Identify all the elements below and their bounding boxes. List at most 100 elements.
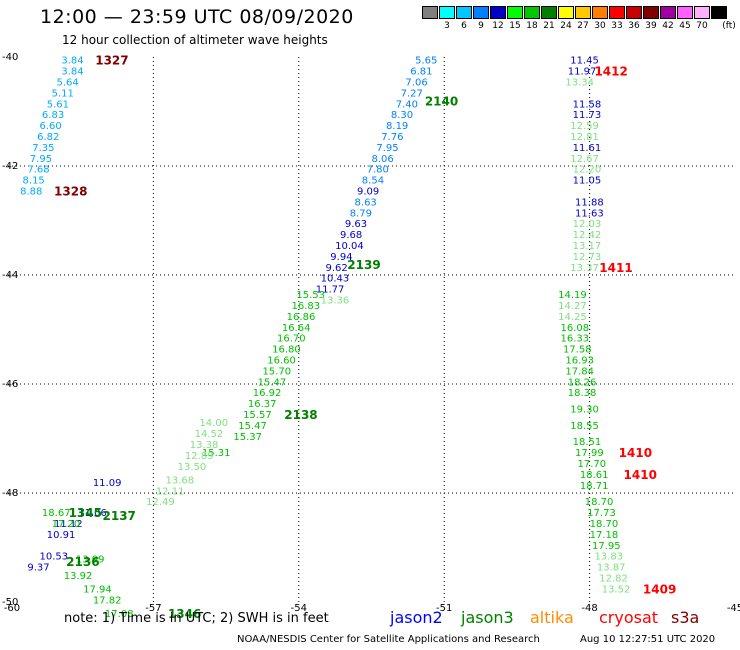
wave-height-label: 12.59 [570, 121, 599, 132]
wave-height-label: 7.68 [27, 165, 49, 176]
legend-label: 30 [594, 21, 606, 31]
wave-height-label: 8.19 [386, 121, 408, 132]
legend-label: 6 [461, 21, 467, 31]
legend-label: 24 [560, 21, 572, 31]
wave-height-label: 12.73 [573, 252, 602, 263]
wave-height-label: 9.63 [345, 219, 367, 230]
wave-height-label: 8.79 [350, 208, 372, 219]
wave-height-label: 16.92 [253, 388, 282, 399]
wave-height-label: 13.50 [178, 462, 207, 473]
wave-height-label: 12.81 [570, 132, 599, 143]
legend-swatch [626, 6, 642, 19]
wave-height-label: 10.91 [47, 530, 76, 541]
satellite-jason3: jason3 [461, 608, 514, 627]
wave-height-label: 18.70 [590, 519, 619, 530]
wave-height-label: 18.70 [585, 497, 614, 508]
wave-height-label: 11.06 [78, 508, 107, 519]
wave-height-label: 15.37 [233, 432, 262, 443]
wave-height-label: 16.08 [561, 323, 590, 334]
wave-height-label: 3.84 [61, 56, 83, 67]
generated-timestamp: Aug 10 12:27:51 UTC 2020 [580, 634, 716, 645]
wave-height-label: 13.92 [64, 571, 93, 582]
wave-height-label: 18.61 [580, 470, 609, 481]
wave-height-label: 12.11 [156, 486, 185, 497]
wave-height-label: 7.06 [405, 78, 427, 89]
wave-height-label: 13.87 [597, 563, 626, 574]
wave-height-label: 12.89 [185, 451, 214, 462]
wave-height-label: 8.30 [391, 110, 413, 121]
wave-height-label: 17.95 [592, 541, 621, 552]
lon-tick-label: -60 [4, 603, 20, 614]
wave-height-label: 16.37 [248, 399, 277, 410]
wave-height-label: 17.94 [83, 584, 112, 595]
pass-time-label: 1410 [624, 468, 657, 482]
wave-height-label: 9.37 [27, 563, 49, 574]
wave-height-label: 11.45 [570, 56, 599, 67]
wave-height-label: 14.27 [558, 301, 587, 312]
wave-height-label: 6.82 [37, 132, 59, 143]
wave-height-label: 18.26 [568, 377, 597, 388]
legend-swatch [439, 6, 455, 19]
pass-time-label: 2139 [347, 258, 380, 272]
wave-height-label: 9.94 [330, 252, 352, 263]
wave-height-label: 15.47 [258, 377, 287, 388]
pass-time-label: 1409 [643, 582, 676, 596]
wave-height-label: 11.05 [573, 176, 602, 187]
legend-label: 15 [509, 21, 521, 31]
wave-height-label: 8.54 [362, 176, 384, 187]
satellite-s3a: s3a [671, 608, 700, 627]
wave-height-label: 16.86 [287, 312, 316, 323]
pass-time-label: 1327 [95, 54, 128, 68]
wave-height-label: 12.42 [573, 230, 602, 241]
wave-height-label: 12.20 [573, 165, 602, 176]
wave-height-label: 13.99 [76, 554, 105, 565]
wave-height-label: 18.71 [580, 481, 609, 492]
pass-time-label: 2138 [284, 408, 317, 422]
wave-height-label: 18.55 [570, 421, 599, 432]
legend-swatch [694, 6, 710, 19]
wave-height-label: 17.20 [52, 519, 81, 530]
wave-height-label: 10.53 [40, 552, 69, 563]
lat-tick-label: -40 [2, 52, 18, 63]
wave-height-label: 14.25 [558, 312, 587, 323]
wave-height-labels: 3.843.845.645.115.616.836.606.827.357.95… [20, 56, 630, 620]
satellite-jason2: jason2 [390, 608, 443, 627]
wave-height-label: 12.49 [146, 497, 175, 508]
legend-swatch [677, 6, 693, 19]
wave-height-label: 16.93 [565, 355, 594, 366]
legend-swatch [609, 6, 625, 19]
lat-tick-label: -48 [2, 488, 18, 499]
pass-time-label: 1345 [69, 506, 102, 520]
wave-height-label: 7.95 [376, 143, 398, 154]
legend-swatch [507, 6, 523, 19]
legend-label: 21 [543, 21, 555, 31]
pass-time-label: 2137 [103, 509, 136, 523]
wave-height-label: 11.58 [573, 99, 602, 110]
wave-height-label: 16.64 [282, 323, 311, 334]
wave-height-label: 8.63 [355, 197, 377, 208]
wave-height-label: 5.64 [56, 78, 78, 89]
wave-height-label: 9.09 [357, 187, 379, 198]
wave-height-label: 16.83 [292, 301, 321, 312]
wave-height-label: 11.97 [568, 67, 597, 78]
wave-height-label: 16.70 [277, 334, 306, 345]
pass-time-label: 1410 [619, 446, 652, 460]
wave-height-label: 10.04 [335, 241, 364, 252]
wave-height-label: 17.08 [105, 609, 134, 620]
wave-height-label: 5.65 [415, 56, 437, 67]
wave-height-label: 14.52 [195, 429, 224, 440]
map-subtitle: 12 hour collection of altimeter wave hei… [62, 33, 328, 47]
wave-height-label: 8.15 [23, 176, 45, 187]
legend-swatch [660, 6, 676, 19]
legend-swatch [643, 6, 659, 19]
wave-height-label: 7.27 [401, 88, 423, 99]
lat-tick-label: -42 [2, 161, 18, 172]
wave-height-label: 13.34 [565, 78, 594, 89]
wave-height-label: 12.67 [570, 154, 599, 165]
wave-height-label: 17.82 [93, 595, 122, 606]
wave-height-label: 13.17 [573, 241, 602, 252]
legend-swatch [456, 6, 472, 19]
lat-tick-label: -50 [2, 597, 18, 608]
legend-swatch [541, 6, 557, 19]
